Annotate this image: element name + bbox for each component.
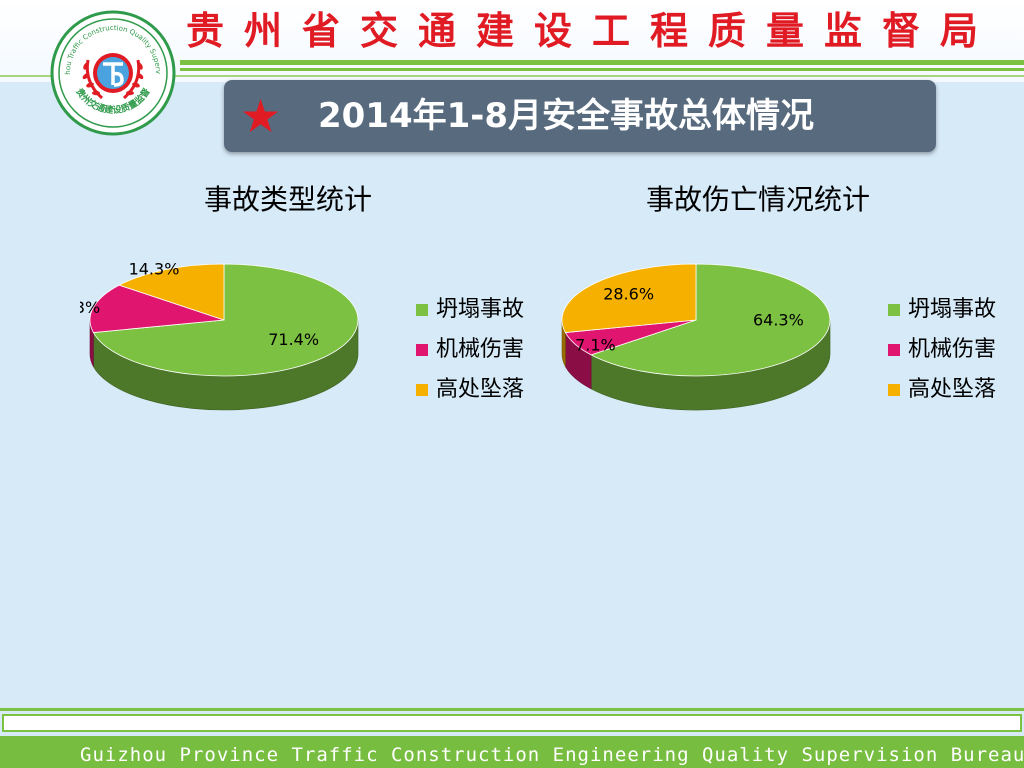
chart1-title: 事故类型统计 [204,183,373,216]
header-stripe [180,68,1024,71]
legend-item: 机械伤害 [416,332,556,372]
legend-label: 高处坠落 [908,377,997,402]
chart2-title: 事故伤亡情况统计 [646,183,871,216]
legend-swatch-green [416,304,428,316]
footer-bar: Guizhou Province Traffic Construction En… [0,736,1024,768]
pie-data-label: 28.6% [603,285,654,304]
chart1-pie: 71.4% 14.3% 14.3% [80,260,359,411]
slide-title-banner: ★ 2014年1-8月安全事故总体情况 [224,80,936,152]
legend-item: 高处坠落 [416,372,556,412]
legend-item: 机械伤害 [888,332,1024,372]
pie-data-label: 64.3% [753,310,804,329]
legend-label: 坍塌事故 [436,297,525,322]
legend-item: 坍塌事故 [416,292,556,332]
pie-data-label: 14.3% [80,298,100,317]
legend-swatch-orange [888,384,900,396]
legend-swatch-green [888,304,900,316]
legend-label: 机械伤害 [908,337,997,362]
bureau-logo: Guizhou Traffic Construction Quality Sup… [50,10,176,136]
legend-swatch-orange [416,384,428,396]
chart1-legend: 坍塌事故 机械伤害 高处坠落 [416,292,556,412]
legend-label: 坍塌事故 [908,297,997,322]
legend-item: 坍塌事故 [888,292,1024,332]
footer-stripe [0,708,1024,711]
chart2-pie: 64.3% 7.1% 28.6% [561,263,831,411]
legend-label: 高处坠落 [436,377,525,402]
pie-data-label: 14.3% [129,260,180,279]
pie-slice-1 [89,284,225,333]
chart2-legend: 坍塌事故 机械伤害 高处坠落 [888,292,1024,412]
footer-text: Guizhou Province Traffic Construction En… [80,744,1024,766]
pie-slice-0 [92,263,359,377]
legend-swatch-magenta [888,344,900,356]
star-icon: ★ [240,89,282,143]
legend-swatch-magenta [416,344,428,356]
legend-label: 机械伤害 [436,337,525,362]
header-stripe [0,75,1024,77]
pie-data-label: 7.1% [575,336,616,355]
pie-data-label: 71.4% [268,330,319,349]
pie-slice-2 [561,263,697,333]
pie-slice-0 [590,263,831,377]
org-title: 贵州省交通建设工程质量监督局 [186,8,999,53]
header-stripe [180,60,1024,65]
pie-slice-2 [118,263,225,321]
slide-title: 2014年1-8月安全事故总体情况 [318,96,815,136]
legend-item: 高处坠落 [888,372,1024,412]
footer-frame [2,714,1022,732]
